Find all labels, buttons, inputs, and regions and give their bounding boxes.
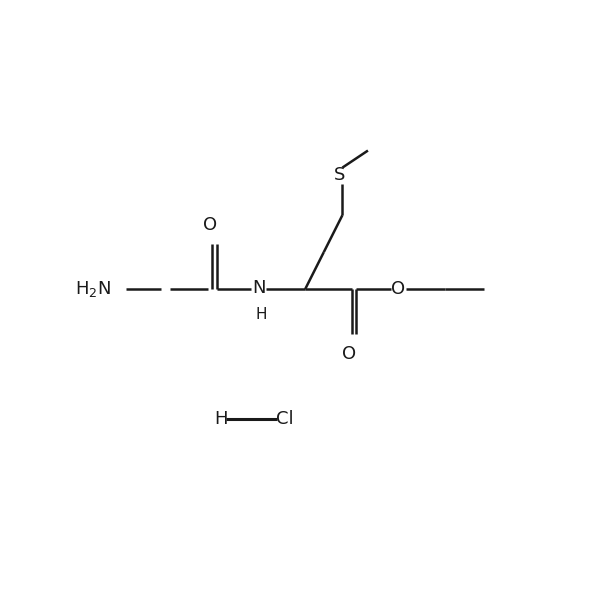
Text: O: O xyxy=(342,344,356,362)
Text: N: N xyxy=(252,279,265,297)
Text: H: H xyxy=(215,409,228,427)
Text: H$_2$N: H$_2$N xyxy=(76,279,111,299)
Text: H: H xyxy=(255,307,267,322)
Text: S: S xyxy=(334,166,346,184)
Text: O: O xyxy=(391,280,405,298)
Text: O: O xyxy=(203,215,217,233)
Text: Cl: Cl xyxy=(277,409,294,427)
